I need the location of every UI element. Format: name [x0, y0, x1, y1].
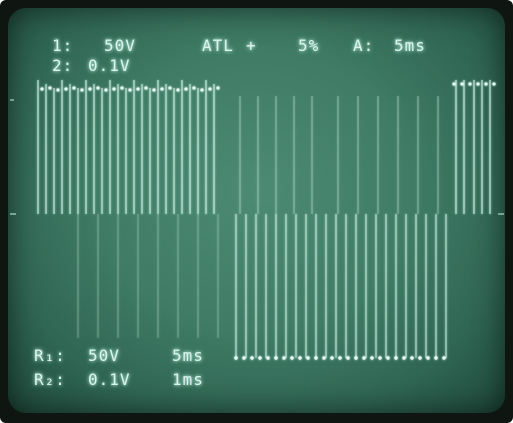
trace-dot — [72, 86, 76, 90]
trace-dot — [282, 356, 286, 360]
trace-dot — [112, 87, 116, 91]
oscilloscope-screen: 1: 50V ATL + 5% A: 5ms 2: 0.1V R₁: 50V 5… — [8, 8, 505, 413]
trace-dot — [40, 87, 44, 91]
lower-pulse-train — [77, 214, 447, 358]
ch1-volts-per-div: 50V — [104, 36, 136, 55]
trace-dot — [48, 86, 52, 90]
trace-dot — [250, 356, 254, 360]
trace-dot — [306, 356, 310, 360]
trace-dot — [434, 356, 438, 360]
trace-dot — [120, 86, 124, 90]
trace-dot — [492, 82, 496, 86]
trace-dot — [176, 88, 180, 92]
trace-dot — [216, 86, 220, 90]
trace-dot — [136, 87, 140, 91]
ch2-channel-label: 2: — [52, 56, 74, 75]
trace-dot — [476, 82, 480, 86]
trace-dot — [266, 356, 270, 360]
trace-dot — [208, 87, 212, 91]
trace-dot — [330, 356, 334, 360]
ch1-channel-label: 1: — [52, 36, 74, 55]
trace-dot — [152, 88, 156, 92]
trace-dot — [468, 82, 472, 86]
trace-dot — [378, 356, 382, 360]
trace-dot — [144, 86, 148, 90]
ref1-time: 5ms — [172, 346, 204, 365]
ref2-volts: 0.1V — [88, 370, 131, 389]
trace-dot — [290, 356, 294, 360]
waveform-display — [10, 80, 504, 360]
trace-dot — [370, 356, 374, 360]
trace-dot — [354, 356, 358, 360]
upper-pulse-train — [37, 80, 491, 214]
trace-dot — [96, 86, 100, 90]
trace-dot — [418, 356, 422, 360]
trace-dot — [168, 86, 172, 90]
trace-dot — [88, 87, 92, 91]
trace-dot — [314, 356, 318, 360]
timebase-value: 5ms — [394, 36, 426, 55]
trigger-mode: ATL — [202, 36, 234, 55]
trigger-slope: + — [246, 36, 257, 55]
trace-dot — [426, 356, 430, 360]
trace-dot — [362, 356, 366, 360]
trace-dot — [410, 356, 414, 360]
trace-dot — [56, 88, 60, 92]
trigger-level: 5% — [298, 36, 320, 55]
trace-dot — [104, 88, 108, 92]
trace-dot — [80, 88, 84, 92]
trace-dot — [200, 88, 204, 92]
trace-dot — [128, 88, 132, 92]
trace-dot — [234, 356, 238, 360]
trace-dot — [274, 356, 278, 360]
trace-dot — [64, 87, 68, 91]
trace-dot — [346, 356, 350, 360]
trace-dot — [452, 82, 456, 86]
trace-dot — [442, 356, 446, 360]
trace-dot — [484, 82, 488, 86]
trace-dot — [298, 356, 302, 360]
trace-dot — [192, 86, 196, 90]
ref1-label: R₁: — [34, 346, 66, 365]
ch2-volts-per-div: 0.1V — [88, 56, 131, 75]
trace-dot — [322, 356, 326, 360]
trace-dot — [184, 87, 188, 91]
trace-dot — [338, 356, 342, 360]
trace-dot — [402, 356, 406, 360]
level-dots — [40, 82, 496, 360]
ref2-label: R₂: — [34, 370, 66, 389]
ref1-volts: 50V — [88, 346, 120, 365]
trace-dot — [160, 87, 164, 91]
trace-dot — [242, 356, 246, 360]
ref2-time: 1ms — [172, 370, 204, 389]
trace-dot — [258, 356, 262, 360]
timebase-label: A: — [353, 36, 375, 55]
trace-dot — [394, 356, 398, 360]
trace-dot — [460, 82, 464, 86]
graticule — [10, 99, 504, 215]
trace-dot — [386, 356, 390, 360]
